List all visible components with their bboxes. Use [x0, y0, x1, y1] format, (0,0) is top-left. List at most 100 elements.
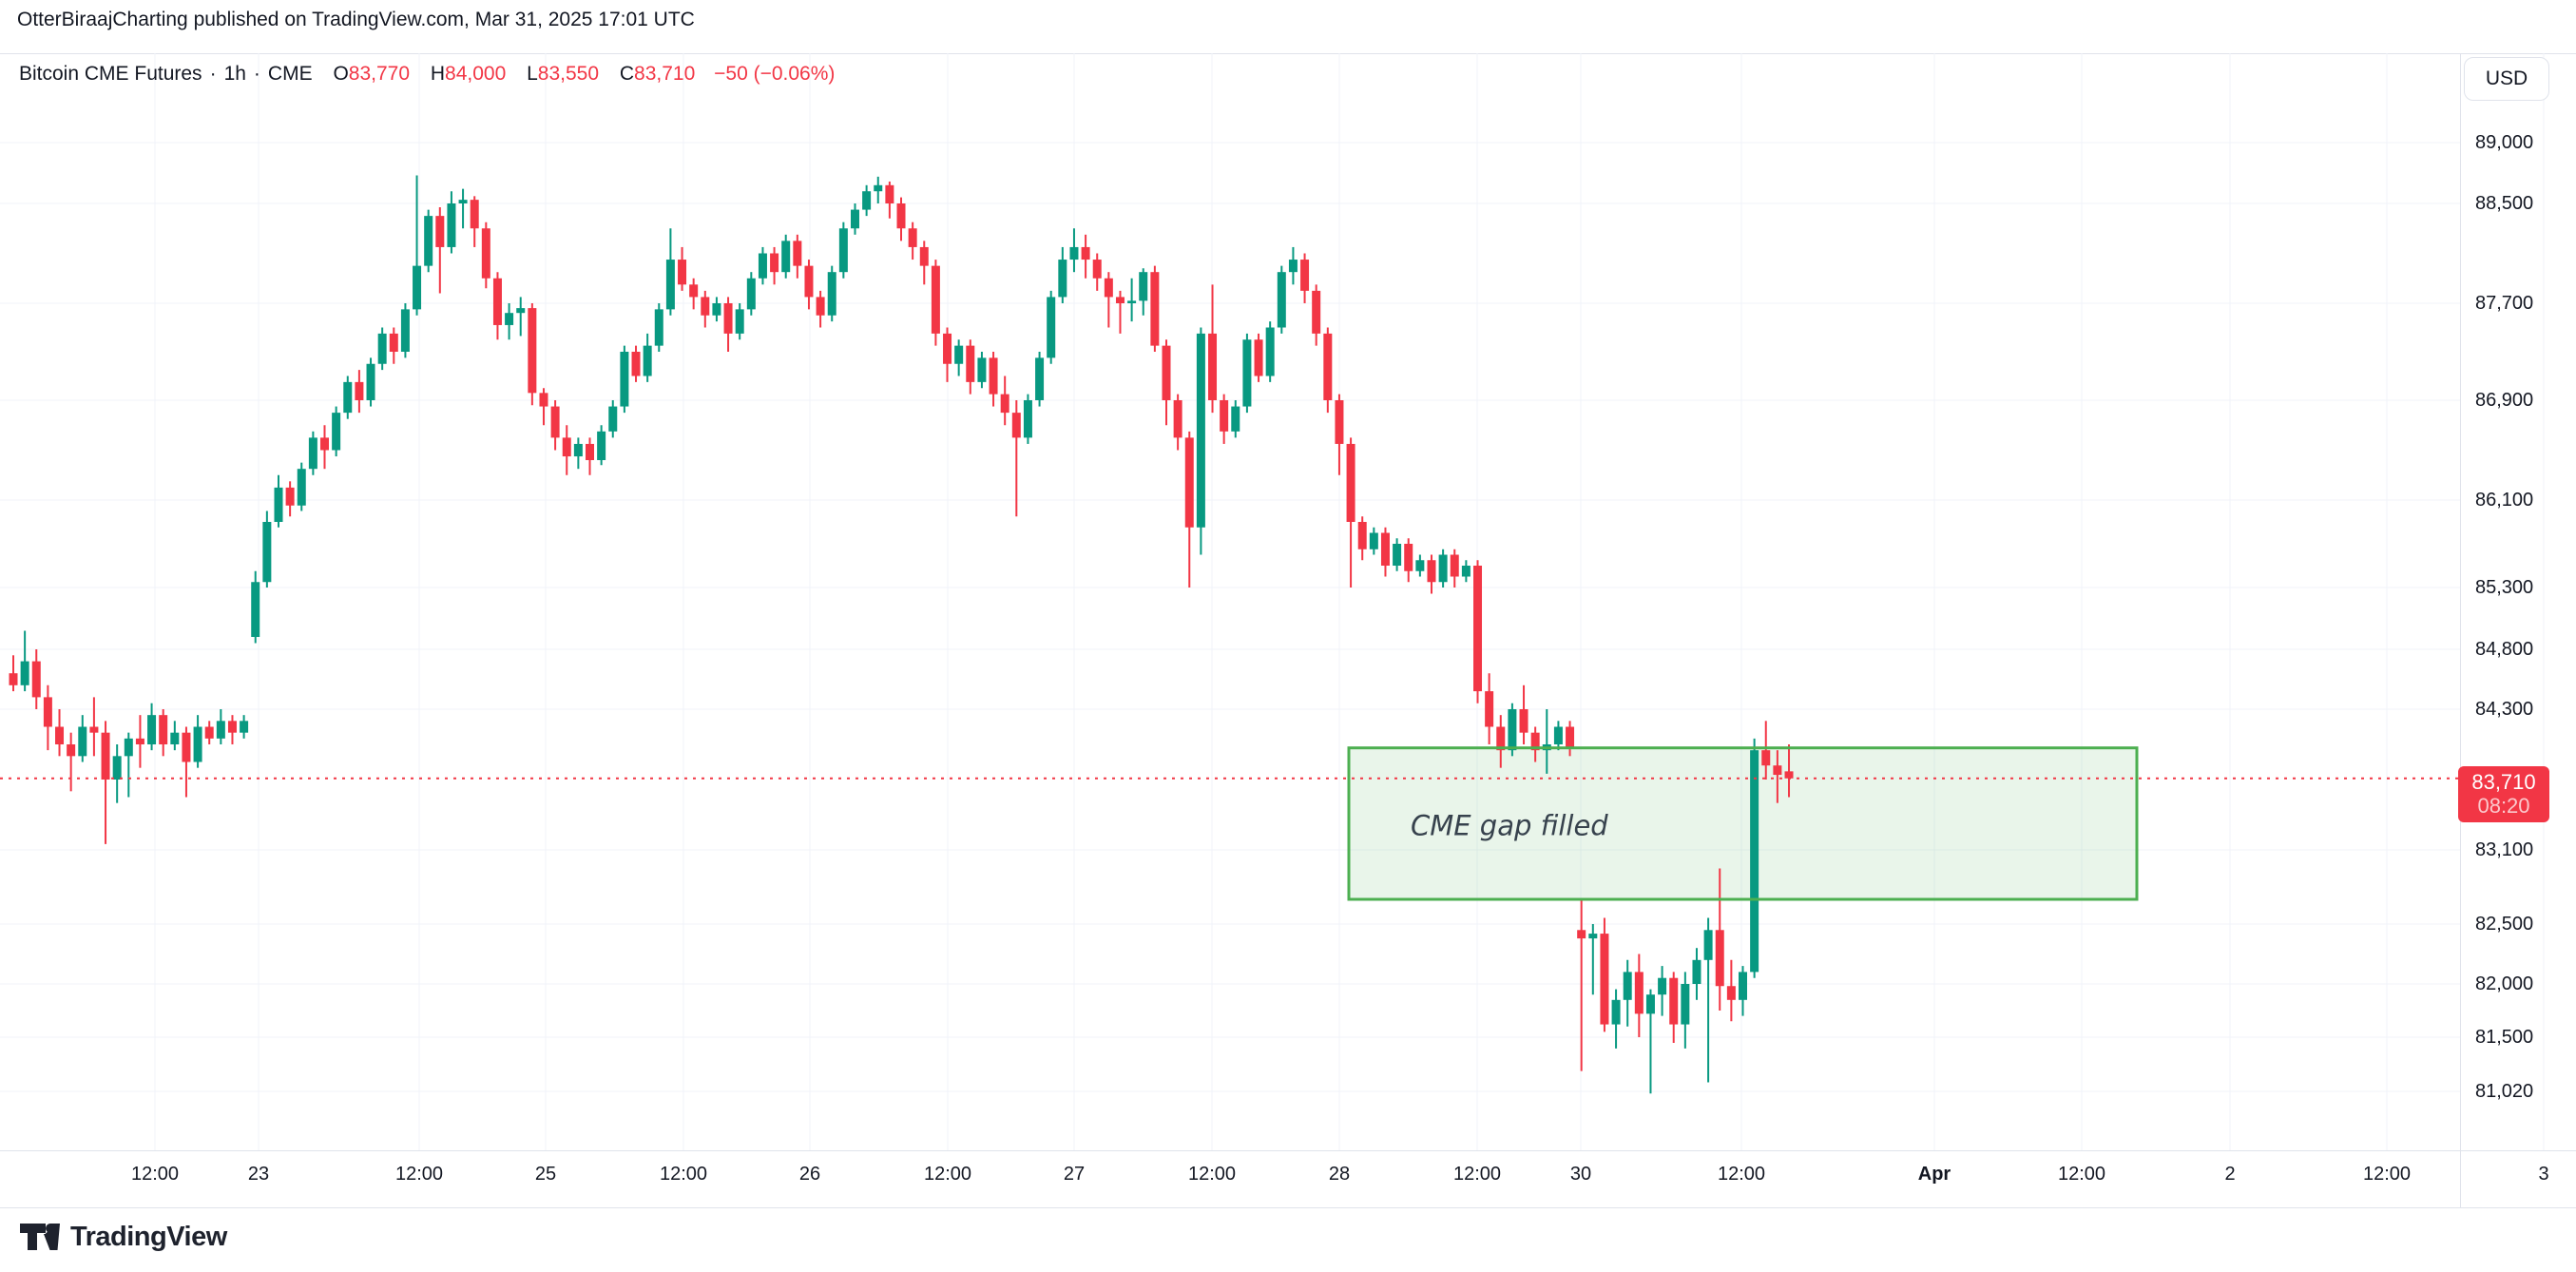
candle-body	[227, 721, 237, 733]
candle-body	[977, 357, 987, 382]
candle-body	[562, 437, 571, 457]
candle-body	[1254, 339, 1263, 376]
candle-body	[701, 297, 710, 316]
candle-body	[1081, 246, 1090, 260]
candle-body	[723, 303, 733, 334]
low-value: 83,550	[537, 63, 600, 85]
candle-body	[1380, 532, 1390, 566]
change-value: −50 (−0.06%)	[714, 63, 836, 85]
candle-body	[1000, 394, 1009, 414]
candle-body	[1530, 732, 1540, 751]
candle-body	[193, 726, 202, 762]
candle-body	[539, 393, 548, 407]
price-axis-label: 81,500	[2475, 1027, 2534, 1048]
candle-body	[1357, 522, 1367, 549]
candle-body	[1069, 246, 1079, 260]
cme-gap-annotation-text[interactable]: CME gap filled	[1411, 809, 1608, 841]
candle-body	[389, 333, 398, 352]
currency-toggle-button[interactable]: USD	[2464, 57, 2549, 101]
price-axis-label: 87,700	[2475, 293, 2534, 314]
candle-body	[251, 582, 260, 637]
candle-body	[1634, 972, 1644, 1014]
candle-body	[1058, 260, 1067, 298]
candle-body	[1496, 726, 1506, 751]
time-axis-label: 12:00	[1452, 1164, 1502, 1185]
candle-body	[377, 333, 387, 364]
last-price-label: 83,710 08:20	[2458, 765, 2549, 822]
candle-body	[1277, 272, 1286, 328]
candle-body	[1173, 400, 1182, 438]
candle-body	[9, 673, 18, 685]
candle-body	[343, 381, 353, 414]
candle-body	[1611, 999, 1621, 1025]
candle-body	[89, 726, 99, 733]
candle-body	[1092, 260, 1102, 279]
candle-body	[1553, 726, 1563, 744]
price-axis-label: 84,800	[2475, 639, 2534, 660]
candle-body	[1427, 560, 1436, 583]
candle-body	[1588, 934, 1598, 939]
candle-body	[1139, 272, 1148, 301]
candle-body	[1508, 709, 1517, 751]
candle-body	[781, 241, 791, 273]
candle-body	[147, 715, 157, 744]
candle-body	[1312, 290, 1321, 334]
time-axis-label: 28	[1328, 1164, 1351, 1185]
cme-gap-box-border[interactable]	[1347, 746, 2139, 901]
candle-body	[966, 345, 975, 382]
candle-body	[1681, 984, 1690, 1025]
candle-body	[366, 363, 375, 400]
candle-body	[1566, 726, 1575, 748]
candle-body	[1473, 566, 1483, 692]
last-price-value: 83,710	[2471, 769, 2536, 794]
candle-body	[1715, 930, 1724, 987]
tradingview-branding[interactable]: TradingView	[19, 1221, 227, 1253]
candle-body	[1784, 771, 1794, 779]
candle-body	[689, 284, 699, 298]
candle-body	[631, 352, 641, 376]
candle-body	[758, 253, 767, 279]
candle-body	[435, 216, 445, 247]
candle-body	[678, 260, 687, 285]
interval-label[interactable]: 1h	[223, 63, 246, 85]
candle-body	[1393, 544, 1402, 566]
candle-body	[240, 721, 249, 733]
candle-body	[1739, 972, 1747, 1000]
time-axis-label: Apr	[1917, 1164, 1951, 1185]
candle-body	[355, 381, 364, 400]
price-axis-label: 86,100	[2475, 490, 2534, 511]
candle-body	[492, 278, 502, 325]
candle-body	[400, 309, 410, 352]
candle-body	[735, 309, 744, 334]
candle-body	[528, 308, 537, 394]
cme-gap-box-fill[interactable]	[1349, 747, 2137, 899]
candle-body	[204, 726, 214, 739]
publish-header: OtterBiraajCharting published on Trading…	[17, 9, 695, 30]
candle-body	[1323, 333, 1333, 400]
close-letter: C	[619, 63, 635, 85]
time-axis-label: 23	[247, 1164, 270, 1185]
candle-body	[1150, 272, 1160, 346]
candle-body	[1023, 400, 1032, 438]
candle-body	[597, 431, 606, 460]
price-axis-label: 88,500	[2475, 193, 2534, 214]
time-axis-label: 27	[1063, 1164, 1086, 1185]
candle-body	[1242, 339, 1252, 407]
candle-body	[1438, 554, 1448, 583]
candle-body	[1761, 750, 1771, 766]
candle-body	[1196, 333, 1205, 528]
candle-body	[182, 732, 191, 762]
candle-body	[55, 726, 65, 744]
time-axis-label: 26	[798, 1164, 821, 1185]
candle-body	[1369, 532, 1378, 549]
candle-body	[1220, 400, 1229, 432]
price-axis-border	[2460, 53, 2461, 1207]
chart-legend[interactable]: Bitcoin CME Futures · 1h · CME O83,770 H84,0…	[19, 63, 835, 86]
candle-body	[1692, 959, 1701, 984]
time-axis-label: 3	[2538, 1164, 2549, 1185]
candle-body	[643, 345, 652, 376]
candle-body	[1669, 977, 1679, 1025]
candle-body	[1231, 406, 1240, 432]
symbol-name[interactable]: Bitcoin CME Futures	[19, 63, 202, 85]
